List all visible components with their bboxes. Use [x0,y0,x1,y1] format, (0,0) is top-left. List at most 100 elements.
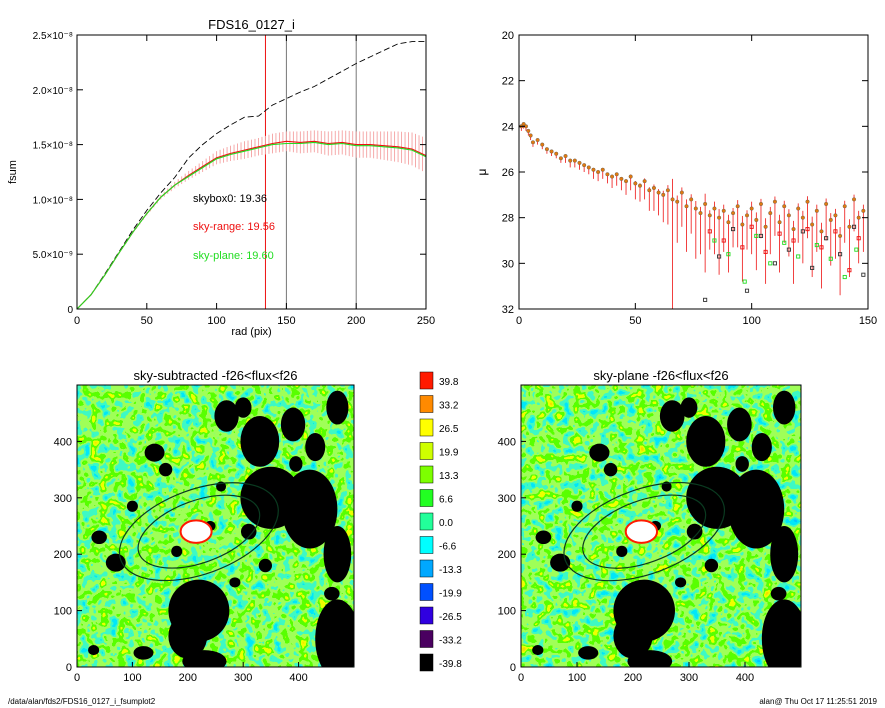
mu-point [656,190,661,195]
mu-point [689,197,694,202]
mu-point-s3 [824,236,829,241]
mu-point [796,206,801,211]
right-mask-blob-16 [535,530,552,545]
mu-point [717,215,722,220]
mu-y-tick-label: 26 [502,167,514,179]
mu-point [528,133,533,138]
mu-point [833,213,838,218]
mu-point-s3 [717,254,722,259]
left-mask-blob-5 [305,432,326,462]
mu-point [721,208,726,213]
colorbar-level-label: -13.3 [439,565,462,576]
mu-point-s2 [742,279,747,284]
mu-point-s2 [814,243,819,248]
mu-point [703,201,708,206]
right-mask-blob-14 [578,646,599,660]
mu-point-s2 [726,252,731,257]
annotation-sky-plane: sky-plane: 19.60 [193,250,274,262]
colorbar-swatch-1 [419,395,434,413]
left-image-y-tick-label: 200 [54,549,72,561]
left-image-x-ticks: 0 100 200 300 400 [74,662,308,684]
mu-point [861,208,866,213]
colorbar-swatch-3 [419,442,434,460]
mu-point [731,211,736,216]
left-mask-blob-8 [281,469,338,549]
right-image-y-tick-label: 200 [498,549,516,561]
mu-point [665,188,670,193]
left-mask-blob-0 [240,416,280,467]
mu-point [726,220,731,225]
right-mask-blob-9 [770,526,799,583]
mu-point-s3 [800,229,805,234]
left-mask-blob-17 [240,523,257,540]
mu-point [540,142,545,147]
colorbar-level-label: -19.9 [439,589,462,600]
right-image-y-tick-label: 400 [498,436,516,448]
left-image-y-ticks: 0 100 200 300 400 [54,436,82,674]
fsum-y-ticks: 0 5.0×10⁻⁹ 1.0×10⁻⁸ 1.5×10⁻⁸ 2.0×10⁻⁸ 2.5×10⁻… [33,31,426,316]
left-isophote-0 [118,482,279,582]
right-mask-blob-1 [727,407,752,442]
sky-plane-frame [520,384,802,668]
mu-point [670,197,675,202]
colorbar-level-label: -6.6 [439,542,457,553]
mu-point [679,190,684,195]
right-image-x-tick-label: 400 [736,672,754,684]
mu-point-s1 [707,229,712,234]
left-mask-blob-4 [144,443,165,462]
left-image-x-tick-label: 300 [234,672,252,684]
mu-point-s3 [851,224,857,229]
mu-point [847,224,852,229]
mu-point [791,227,796,232]
mu-y-tick-label: 20 [502,30,514,42]
mu-point-s1 [791,238,796,243]
colorbar-level-label: 33.2 [439,401,459,412]
fsum-y-axis-label: fsum [7,160,19,184]
colorbar-level-label: 0.0 [439,518,453,529]
mu-point [642,179,647,184]
colorbar-swatch-9 [419,583,434,601]
mu-point-s2 [782,240,787,245]
right-image-x-tick-label: 200 [624,672,642,684]
left-mask-blob-25 [258,558,273,573]
sky-plane-title: sky-plane -f26<flux<f26 [593,368,728,383]
fsum-title: FDS16_0127_i [208,17,295,32]
mu-point [772,199,777,204]
fsum-panel: FDS16_0127_i 0 50 100 150 200 250 0 5.0×10⁻⁹ 1.… [7,17,435,338]
colorbar-level-label: -39.8 [439,659,462,670]
mu-point [693,206,698,211]
mu-point [712,206,717,211]
mu-point [600,167,605,172]
fsum-y-tick-label: 0 [67,305,73,316]
colorbar-swatch-0 [419,371,434,390]
mu-point [610,174,615,179]
mu-point [577,160,582,165]
colorbar-swatch-2 [419,418,434,437]
mu-plot-frame [518,34,869,310]
right-mask-blob-25 [704,558,719,573]
left-mask-blobs [88,390,354,667]
colorbar-level-label: -26.5 [439,612,462,623]
fsum-x-tick-label: 250 [417,315,435,327]
mu-point [619,176,624,181]
mu-point [805,199,810,204]
mu-data [519,122,866,309]
mu-point [526,128,531,133]
mu-point [637,183,642,188]
colorbar-level-label: 39.8 [439,377,459,388]
right-mask-blob-5 [751,432,772,462]
mu-x-ticks: 0 50 100 150 [516,35,877,327]
colorbar-swatch-11 [419,630,434,648]
mu-point [800,215,805,220]
sky-subtracted-title: sky-subtracted -f26<flux<f26 [133,368,297,383]
fsum-plot-frame [76,34,427,310]
left-image-y-tick-label: 100 [54,606,72,618]
fsum-y-tick-label: 5.0×10⁻⁹ [33,250,73,261]
mu-point-s1 [833,229,838,234]
mu-point-s1 [856,236,861,241]
colorbar-swatch-7 [419,536,434,554]
mu-point-s3 [861,272,866,277]
mu-x-tick-label: 0 [516,315,522,327]
mu-point [810,222,815,227]
left-mask-blob-9 [323,526,352,583]
